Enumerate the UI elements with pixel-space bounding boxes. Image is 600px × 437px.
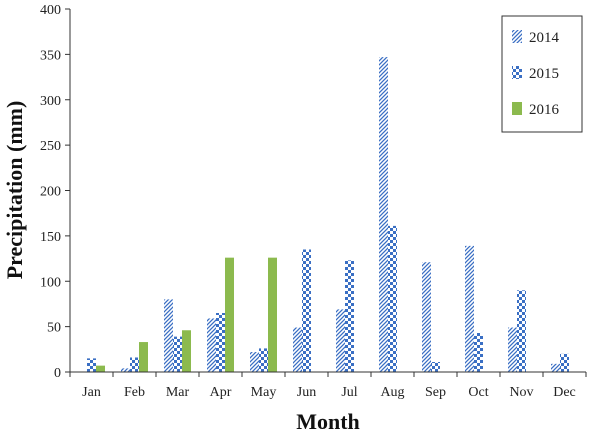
bar-2015-apr <box>216 313 225 372</box>
y-axis-ticks: 0 50 100 150 200 250 300 350 400 <box>40 3 70 381</box>
bar-2014-aug <box>379 57 388 372</box>
x-tick-label: Apr <box>210 385 232 400</box>
bar-2014-apr <box>207 318 216 372</box>
bar-2014-dec <box>551 363 560 372</box>
bars <box>87 57 569 372</box>
bar-2015-oct <box>474 332 483 372</box>
bar-2015-jun <box>302 249 311 372</box>
x-axis-ticks: Jan Feb Mar Apr May Jun Jul Aug Sep Oct Nov Dec <box>69 372 587 400</box>
bar-2015-jan <box>87 358 96 372</box>
y-axis-title: Precipitation (mm) <box>2 101 27 280</box>
bar-2016-may <box>268 257 277 372</box>
x-tick-label: Jan <box>82 385 101 400</box>
x-tick-label: Sep <box>425 385 446 400</box>
bar-2016-jan <box>96 365 105 372</box>
y-tick-label: 100 <box>40 275 61 290</box>
legend: 2014 2015 2016 <box>501 15 583 133</box>
bar-2014-nov <box>508 327 517 372</box>
y-tick-label: 300 <box>40 94 61 109</box>
bar-2014-sep <box>422 262 431 372</box>
bar-2014-oct <box>465 245 474 372</box>
y-tick-label: 50 <box>47 321 61 336</box>
x-tick-label: Jul <box>341 385 357 400</box>
bar-2015-jul <box>345 260 354 372</box>
x-axis-title: Month <box>296 409 360 434</box>
legend-swatch-2015 <box>512 66 522 79</box>
x-tick-label: Aug <box>380 385 404 400</box>
legend-swatch-2016 <box>512 102 522 115</box>
x-tick-label: Nov <box>509 385 533 400</box>
bar-2014-jun <box>293 327 302 372</box>
y-tick-label: 0 <box>54 366 61 381</box>
bar-2015-aug <box>388 225 397 372</box>
y-tick-label: 400 <box>40 3 61 18</box>
x-tick-label: May <box>251 385 277 400</box>
bar-2016-apr <box>225 257 234 372</box>
bar-2014-mar <box>164 299 173 372</box>
bar-2015-mar <box>173 336 182 372</box>
bar-2015-may <box>259 348 268 372</box>
x-tick-label: Dec <box>553 385 576 400</box>
legend-label-2014: 2014 <box>529 30 560 46</box>
legend-label-2015: 2015 <box>529 66 559 82</box>
legend-swatch-2014 <box>512 30 522 43</box>
x-tick-label: Mar <box>166 385 190 400</box>
bar-2015-sep <box>431 362 440 372</box>
y-tick-label: 200 <box>40 185 61 200</box>
y-tick-label: 250 <box>40 139 61 154</box>
x-tick-label: Oct <box>468 385 488 400</box>
bar-2016-mar <box>182 330 191 372</box>
bar-2016-feb <box>139 342 148 372</box>
bar-2014-feb <box>121 368 130 372</box>
y-tick-label: 350 <box>40 48 61 63</box>
x-tick-label: Jun <box>297 385 316 400</box>
bar-2015-dec <box>560 353 569 372</box>
bar-2014-jul <box>336 309 345 372</box>
x-tick-label: Feb <box>124 385 145 400</box>
bar-2015-nov <box>517 290 526 372</box>
bar-2014-may <box>250 352 259 372</box>
bar-2015-feb <box>130 357 139 372</box>
y-tick-label: 150 <box>40 230 61 245</box>
legend-label-2016: 2016 <box>529 102 560 118</box>
